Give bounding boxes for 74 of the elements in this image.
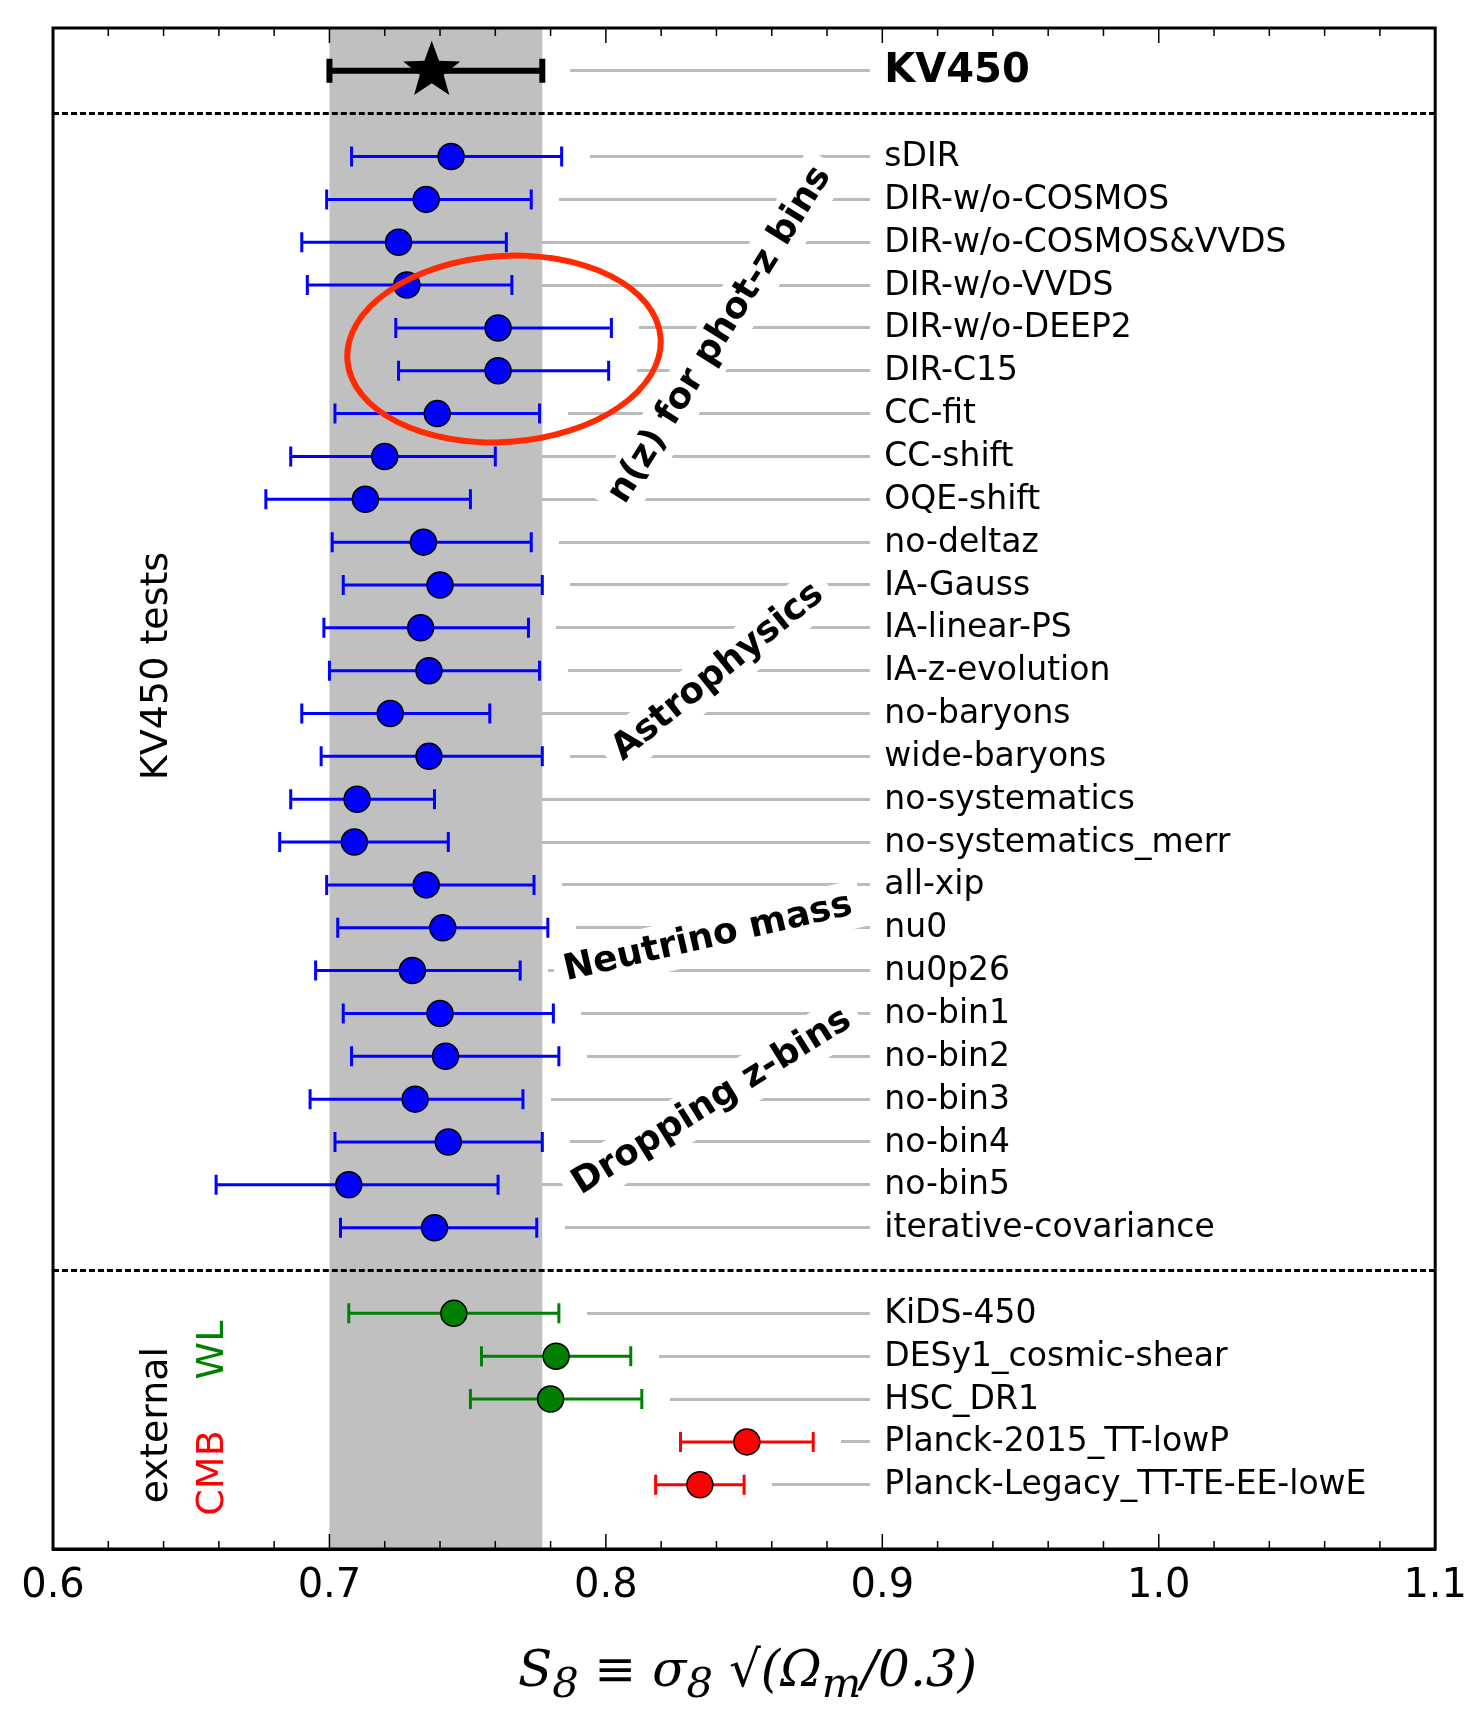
point <box>415 656 443 685</box>
y-tick-label: no-baryons <box>884 692 1071 732</box>
x-tick-label: 1.1 <box>1403 1560 1468 1607</box>
point <box>412 871 440 899</box>
point <box>343 785 371 813</box>
x-tick-label: 0.7 <box>297 1560 362 1607</box>
point <box>398 956 427 985</box>
point <box>536 1385 565 1413</box>
point <box>420 1213 449 1242</box>
point <box>431 1042 460 1071</box>
y-tick-label: DIR-C15 <box>884 349 1018 389</box>
point <box>409 528 438 556</box>
point <box>340 828 369 856</box>
y-tick-label: CC-fit <box>884 392 977 432</box>
y-tick-label: IA-z-evolution <box>884 649 1111 689</box>
y-tick-label: Planck-2015_TT-lowP <box>884 1420 1230 1460</box>
text: WL <box>187 1320 232 1380</box>
y-tick-label: KV450 <box>884 45 1030 92</box>
y-tick-label: nu0p26 <box>884 949 1011 989</box>
y-tick-label: wide-baryons <box>884 734 1107 774</box>
y-tick-label: HSC_DR1 <box>884 1377 1039 1417</box>
y-tick-label: iterative-covariance <box>884 1206 1215 1246</box>
annotation: external <box>131 1346 176 1504</box>
point <box>733 1428 761 1456</box>
point <box>351 485 380 514</box>
annotation: KV450 tests <box>131 551 176 781</box>
y-tick-label: sDIR <box>884 135 960 175</box>
x-tick-label: 1.0 <box>1126 1560 1191 1607</box>
y-tick-label: no-bin3 <box>884 1077 1010 1117</box>
y-tick-label: no-systematics <box>884 777 1135 817</box>
point <box>401 1085 429 1113</box>
annotation: Neutrino mass <box>559 881 856 989</box>
point <box>426 571 454 599</box>
point <box>406 614 435 642</box>
x-tick-label: 0.9 <box>850 1560 915 1607</box>
y-tick-label: CC-shift <box>884 435 1014 475</box>
point <box>429 914 457 942</box>
point <box>440 1299 468 1328</box>
point <box>415 742 443 771</box>
point <box>484 357 512 385</box>
x-axis-title: S$_{8}$ ≡ σ$_{8}$ √(Ω$_{m}$/0.3) <box>516 1640 979 1707</box>
y-tick-label: no-bin5 <box>884 1163 1010 1203</box>
y-tick-label: OQE-shift <box>884 477 1041 517</box>
point <box>412 185 440 214</box>
y-tick-label: KiDS-450 <box>884 1291 1037 1331</box>
point <box>384 228 413 256</box>
y-tick-label: IA-linear-PS <box>884 606 1072 646</box>
point <box>686 1470 714 1499</box>
y-tick-label: IA-Gauss <box>884 563 1031 603</box>
y-tick-label: no-deltaz <box>884 520 1039 560</box>
point <box>376 699 405 728</box>
y-tick-label: Planck-Legacy_TT-TE-EE-lowE <box>884 1463 1367 1503</box>
point <box>426 999 454 1028</box>
y-tick-label: DESy1_cosmic-shear <box>884 1334 1229 1374</box>
y-tick-label: DIR-w/o-COSMOS <box>884 177 1170 217</box>
y-tick-label: no-systematics_merr <box>884 820 1231 860</box>
y-tick-label: no-bin4 <box>884 1120 1010 1160</box>
point <box>434 1128 463 1156</box>
y-tick-label: DIR-w/o-COSMOS&VVDS <box>884 220 1287 260</box>
y-tick-label: no-bin1 <box>884 992 1010 1032</box>
point <box>437 142 465 171</box>
x-tick-label: 0.6 <box>21 1560 85 1607</box>
y-tick-label: all-xip <box>884 863 985 903</box>
y-tick-label: DIR-w/o-DEEP2 <box>884 306 1132 346</box>
point <box>484 314 512 342</box>
text: CMB <box>187 1430 232 1516</box>
point <box>423 399 451 428</box>
y-tick-label: no-bin2 <box>884 1034 1010 1074</box>
point <box>335 1171 363 1199</box>
y-tick-label: nu0 <box>884 906 948 946</box>
point <box>542 1342 570 1370</box>
y-tick-label: DIR-w/o-VVDS <box>884 263 1114 303</box>
x-tick-label: 0.8 <box>574 1560 638 1607</box>
point <box>370 442 399 471</box>
